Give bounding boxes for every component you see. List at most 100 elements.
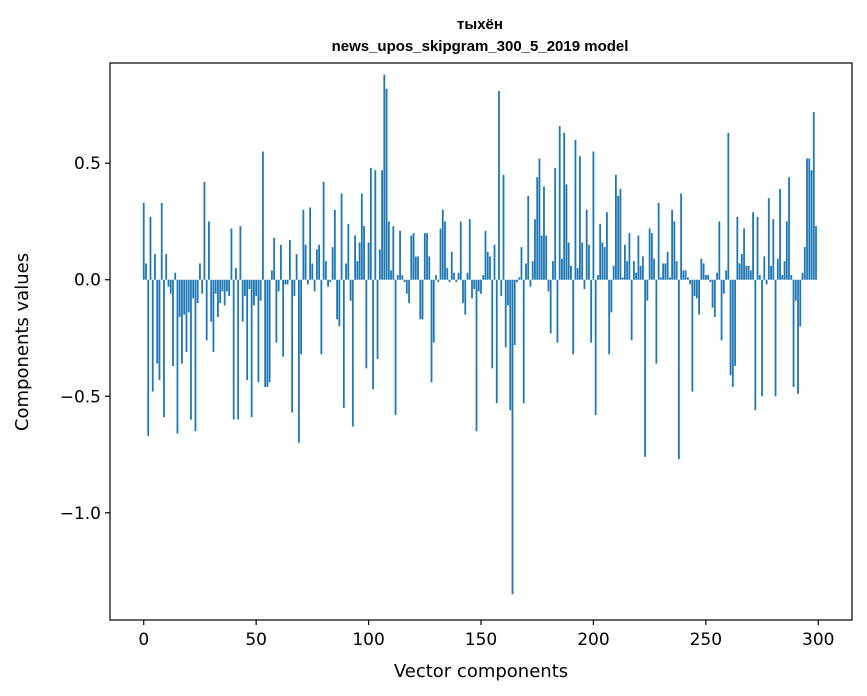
bar (354, 235, 356, 280)
bar (480, 279, 482, 294)
bar (484, 230, 487, 280)
bar (356, 261, 359, 280)
bar (212, 279, 215, 352)
bar (284, 279, 287, 285)
bar (531, 261, 534, 280)
bar (196, 279, 199, 304)
bar (439, 228, 442, 280)
bar (797, 279, 799, 394)
bar (689, 279, 692, 285)
bar (597, 275, 599, 280)
bar (684, 270, 687, 280)
bar (563, 132, 566, 280)
bar (372, 279, 374, 390)
bar (522, 279, 525, 404)
bar (815, 226, 817, 280)
bar (648, 228, 651, 280)
bar (673, 221, 676, 280)
bar (151, 279, 154, 392)
bar (558, 125, 561, 280)
bar (803, 247, 806, 280)
x-axis-label: Vector components (394, 661, 568, 682)
bar (785, 221, 788, 280)
bar (396, 275, 399, 280)
bar (181, 279, 183, 364)
bar (581, 242, 584, 280)
bar (417, 256, 419, 280)
bar (538, 158, 541, 280)
bar (376, 279, 379, 359)
bar (392, 226, 395, 280)
bar (799, 279, 802, 327)
bar (615, 174, 617, 280)
bar (201, 279, 204, 294)
bar (722, 279, 725, 294)
bar (812, 111, 815, 280)
bar (199, 263, 201, 280)
bar (500, 279, 503, 297)
bar (282, 279, 285, 357)
bar (731, 279, 734, 387)
bar (262, 151, 264, 280)
bar (253, 279, 255, 306)
bar (612, 265, 615, 280)
bar (223, 279, 226, 306)
bar (142, 202, 145, 280)
bar (641, 256, 644, 280)
bar (232, 279, 235, 420)
chart-subtitle: news_upos_skipgram_300_5_2019 model (332, 38, 629, 55)
bar (174, 272, 177, 280)
bar (635, 272, 638, 280)
bar (475, 279, 478, 432)
y-tick-label: 0.5 (74, 154, 101, 174)
bar (421, 279, 424, 320)
bar (147, 279, 150, 436)
bar (727, 132, 730, 280)
bar (311, 263, 314, 280)
bar (516, 279, 518, 283)
bar (291, 279, 294, 413)
bar (435, 275, 437, 280)
bar (570, 265, 572, 280)
bar (178, 279, 181, 318)
bar (441, 209, 444, 280)
bar (444, 221, 446, 280)
bar (565, 184, 568, 280)
bar (718, 221, 721, 280)
bar (163, 279, 165, 418)
bar (702, 263, 705, 280)
bar (266, 279, 269, 387)
bar (338, 279, 341, 327)
bar (228, 279, 231, 297)
bar (165, 254, 168, 280)
bar (624, 244, 626, 280)
bar (619, 188, 622, 280)
bar (246, 279, 249, 380)
bar (700, 258, 703, 280)
bar (169, 279, 172, 294)
bar (765, 279, 768, 285)
bar (183, 279, 186, 315)
bar (423, 233, 426, 280)
bar (410, 235, 413, 280)
bar (628, 233, 631, 280)
bar (776, 258, 779, 280)
bar (601, 242, 604, 280)
bar (273, 237, 276, 280)
bar (543, 186, 545, 280)
bar (293, 279, 296, 297)
bar (493, 244, 496, 280)
bar (527, 195, 530, 280)
bar (187, 279, 190, 313)
bar (185, 279, 188, 352)
x-tick-label: 300 (802, 630, 834, 650)
bar (680, 193, 683, 280)
bar (156, 279, 159, 364)
bar (545, 235, 548, 280)
bar (414, 256, 417, 280)
bar (457, 272, 460, 280)
bar (518, 277, 521, 280)
bar (653, 258, 656, 280)
bar (489, 256, 491, 280)
bar (792, 279, 795, 387)
